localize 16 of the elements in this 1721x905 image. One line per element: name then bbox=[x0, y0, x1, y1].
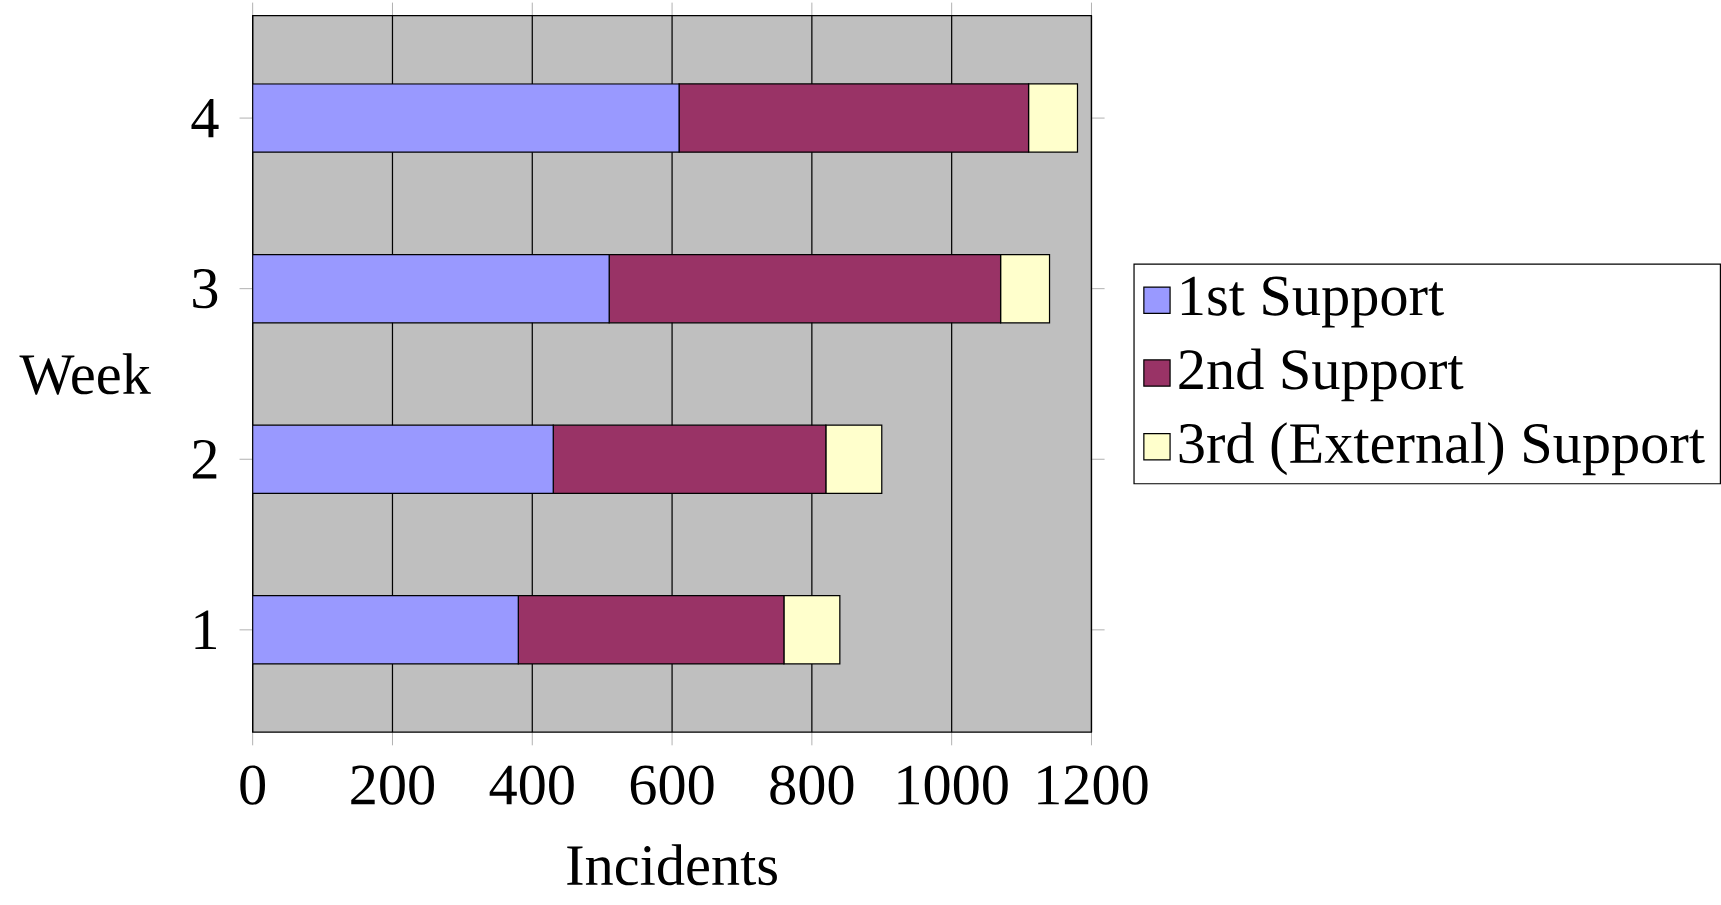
x-axis-title: Incidents bbox=[567, 844, 777, 886]
x-tick-label: 600 bbox=[630, 765, 714, 805]
y-tick-label: 3 bbox=[193, 269, 218, 309]
y-tick-label: 4 bbox=[191, 99, 219, 138]
legend-label: 3rd (External) Support bbox=[1179, 422, 1705, 476]
x-tick-label: 1000 bbox=[898, 765, 1008, 805]
legend-label: 2nd Support bbox=[1179, 348, 1464, 402]
x-tick-label: 800 bbox=[770, 765, 854, 805]
x-tick-label: 0 bbox=[240, 765, 266, 805]
y-tick-label: 2 bbox=[192, 440, 217, 479]
x-tick-label: 200 bbox=[351, 765, 434, 805]
y-tick-label: 1 bbox=[195, 610, 216, 650]
legend-label: 1st Support bbox=[1181, 276, 1444, 328]
x-tick-label: 1200 bbox=[1038, 765, 1148, 805]
x-tick-label: 400 bbox=[489, 765, 574, 805]
y-axis-title: Week bbox=[19, 353, 151, 395]
